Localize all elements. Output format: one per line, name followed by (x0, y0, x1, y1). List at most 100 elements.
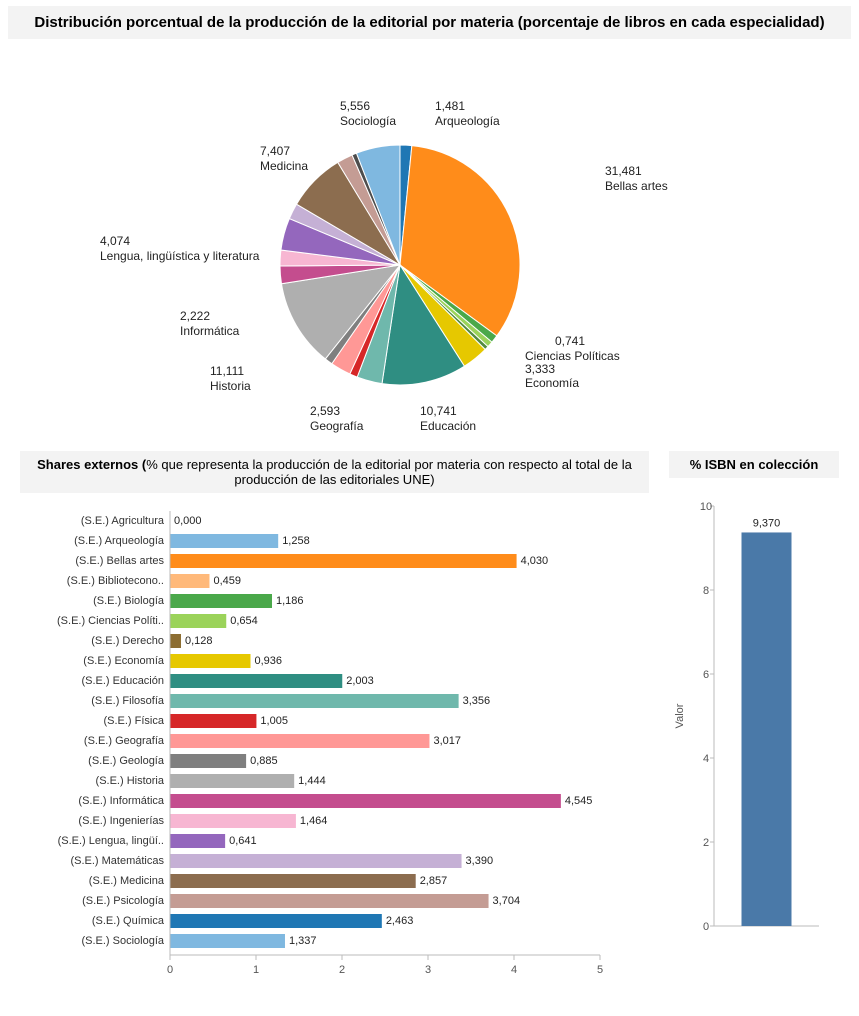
bar-value-label: 0,885 (250, 755, 278, 767)
bar-value-label: 3,704 (493, 895, 521, 907)
pie-slice-label: Educación (420, 419, 476, 433)
bar-value-label: 1,337 (289, 935, 317, 947)
bar-value-label: 0,654 (230, 615, 258, 627)
pie-slice-label: Economía (525, 376, 579, 390)
pie-slice-label: 2,593 (310, 404, 340, 418)
bar-row-label: (S.E.) Economía (83, 655, 165, 667)
bar-row-label: (S.E.) Filosofía (91, 695, 165, 707)
bar-rect (170, 774, 294, 788)
x-tick-label: 5 (597, 964, 603, 976)
pie-slice-label: Arqueología (435, 114, 500, 128)
y-tick-label: 4 (703, 753, 709, 765)
pie-slice-label: Geografía (310, 419, 364, 433)
x-tick-label: 0 (167, 964, 173, 976)
bar-row-label: (S.E.) Bellas artes (75, 555, 164, 567)
bar-row-label: (S.E.) Geografía (84, 735, 165, 747)
pie-slice-label: Ciencias Políticas (525, 349, 620, 363)
y-tick-label: 8 (703, 585, 709, 597)
bar-value-label: 0,000 (174, 515, 202, 527)
bar-row-label: (S.E.) Medicina (89, 875, 165, 887)
bar-rect (170, 534, 278, 548)
pie-slice-label: 1,481 (435, 99, 465, 113)
x-tick-label: 4 (511, 964, 517, 976)
bar-rect (170, 834, 225, 848)
bar-row-label: (S.E.) Agricultura (81, 515, 165, 527)
bar-row-label: (S.E.) Bibliotecono.. (67, 575, 164, 587)
bar-value-label: 3,390 (466, 855, 494, 867)
bar-rect (170, 714, 256, 728)
bar-row-label: (S.E.) Historia (96, 775, 165, 787)
bar-row-label: (S.E.) Lengua, lingüí.. (58, 835, 164, 847)
bar-rect (170, 694, 459, 708)
bar-value-label: 3,356 (463, 695, 491, 707)
y-tick-label: 2 (703, 837, 709, 849)
y-tick-label: 10 (700, 501, 712, 513)
pie-slice-label: Sociología (340, 114, 396, 128)
bar-value-label: 2,003 (346, 675, 374, 687)
pie-slice-label: 10,741 (420, 404, 457, 418)
isbn-title: % ISBN en colección (669, 451, 839, 478)
bar-rect (170, 794, 561, 808)
y-tick-label: 6 (703, 669, 709, 681)
x-tick-label: 3 (425, 964, 431, 976)
bar-rect (170, 894, 489, 908)
bar-rect (170, 634, 181, 648)
bar-value-label: 0,128 (185, 635, 213, 647)
pie-slice-label: Medicina (260, 159, 308, 173)
bar-value-label: 0,936 (254, 655, 282, 667)
bar-row-label: (S.E.) Biología (93, 595, 165, 607)
lower-panels: Shares externos (% que representa la pro… (0, 445, 859, 1016)
isbn-bar (742, 532, 792, 926)
bar-row-label: (S.E.) Geología (88, 755, 165, 767)
bar-value-label: 2,857 (420, 875, 448, 887)
y-tick-label: 0 (703, 921, 709, 933)
bar-rect (170, 674, 342, 688)
y-axis-label: Valor (674, 703, 686, 728)
bars-title: Shares externos (% que representa la pro… (20, 451, 649, 493)
pie-slice-label: Bellas artes (605, 179, 668, 193)
pie-slice-label: Historia (210, 379, 251, 393)
bar-row-label: (S.E.) Física (103, 715, 164, 727)
bar-rect (170, 854, 462, 868)
bar-row-label: (S.E.) Derecho (91, 635, 164, 647)
bar-rect (170, 934, 285, 948)
bar-row-label: (S.E.) Educación (81, 675, 164, 687)
pie-slice-label: 3,333 (525, 362, 555, 376)
pie-slice-label: 0,741 (555, 334, 585, 348)
bars-title-prefix: Shares externos ( (37, 457, 146, 472)
pie-slice-label: 7,407 (260, 144, 290, 158)
bar-rect (170, 914, 382, 928)
bar-value-label: 1,005 (260, 715, 288, 727)
bar-row-label: (S.E.) Matemáticas (70, 855, 164, 867)
bars-title-rest: % que representa la producción de la edi… (146, 457, 632, 487)
x-tick-label: 2 (339, 964, 345, 976)
pie-slice-label: 31,481 (605, 164, 642, 178)
bar-rect (170, 554, 517, 568)
bar-row-label: (S.E.) Arqueología (74, 535, 165, 547)
pie-slice-label: 5,556 (340, 99, 370, 113)
pie-slice-label: 4,074 (100, 234, 130, 248)
pie-slice-label: 2,222 (180, 309, 210, 323)
pie-slice-label: Informática (180, 324, 240, 338)
bar-rect (170, 814, 296, 828)
bar-rect (170, 754, 246, 768)
pie-slice-label: 11,111 (210, 364, 244, 378)
bar-rect (170, 614, 226, 628)
bar-row-label: (S.E.) Ciencias Políti.. (57, 615, 164, 627)
bar-value-label: 1,464 (300, 815, 328, 827)
bar-value-label: 1,258 (282, 535, 310, 547)
bar-row-label: (S.E.) Psicología (82, 895, 165, 907)
bar-value-label: 1,444 (298, 775, 326, 787)
bar-row-label: (S.E.) Química (92, 915, 165, 927)
bar-value-label: 4,545 (565, 795, 593, 807)
bar-rect (170, 574, 209, 588)
bar-row-label: (S.E.) Informática (78, 795, 164, 807)
x-tick-label: 1 (253, 964, 259, 976)
bar-row-label: (S.E.) Ingenierías (78, 815, 164, 827)
pie-slice-label: Lengua, lingüística y literatura (100, 249, 260, 263)
bar-rect (170, 654, 250, 668)
bar-row-label: (S.E.) Sociología (81, 935, 164, 947)
bar-value-label: 0,641 (229, 835, 257, 847)
bar-value-label: 0,459 (213, 575, 241, 587)
bars-panel: Shares externos (% que representa la pro… (20, 445, 649, 996)
